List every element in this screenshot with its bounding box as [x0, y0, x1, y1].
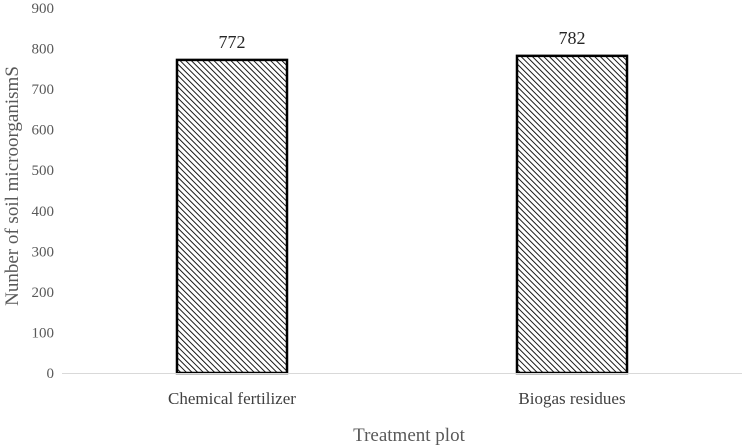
bar-data-label: 782: [559, 28, 586, 48]
y-tick-label: 300: [32, 244, 55, 260]
y-axis-ticks: 0 100 200 300 400 500 600 700 800 900: [32, 1, 55, 382]
y-tick-label: 600: [32, 123, 55, 139]
data-labels: 772 782: [219, 28, 586, 52]
y-axis-title: Nunber of soil microorganismS: [2, 66, 23, 306]
y-tick-label: 900: [32, 1, 55, 17]
bars: [175, 54, 629, 375]
y-tick-label: 500: [32, 163, 55, 179]
y-tick-label: 800: [32, 42, 55, 58]
x-tick-label: Chemical fertilizer: [168, 389, 296, 408]
x-axis-title: Treatment plot: [353, 425, 465, 446]
y-tick-label: 100: [32, 325, 55, 341]
bar: [515, 54, 629, 375]
x-tick-label: Biogas residues: [518, 389, 625, 408]
bar: [175, 58, 289, 375]
y-tick-label: 0: [47, 366, 55, 382]
x-axis-ticks: Chemical fertilizer Biogas residues: [168, 389, 626, 408]
y-tick-label: 200: [32, 285, 55, 301]
y-tick-label: 400: [32, 204, 55, 220]
bar-data-label: 772: [219, 32, 246, 52]
y-tick-label: 700: [32, 82, 55, 98]
